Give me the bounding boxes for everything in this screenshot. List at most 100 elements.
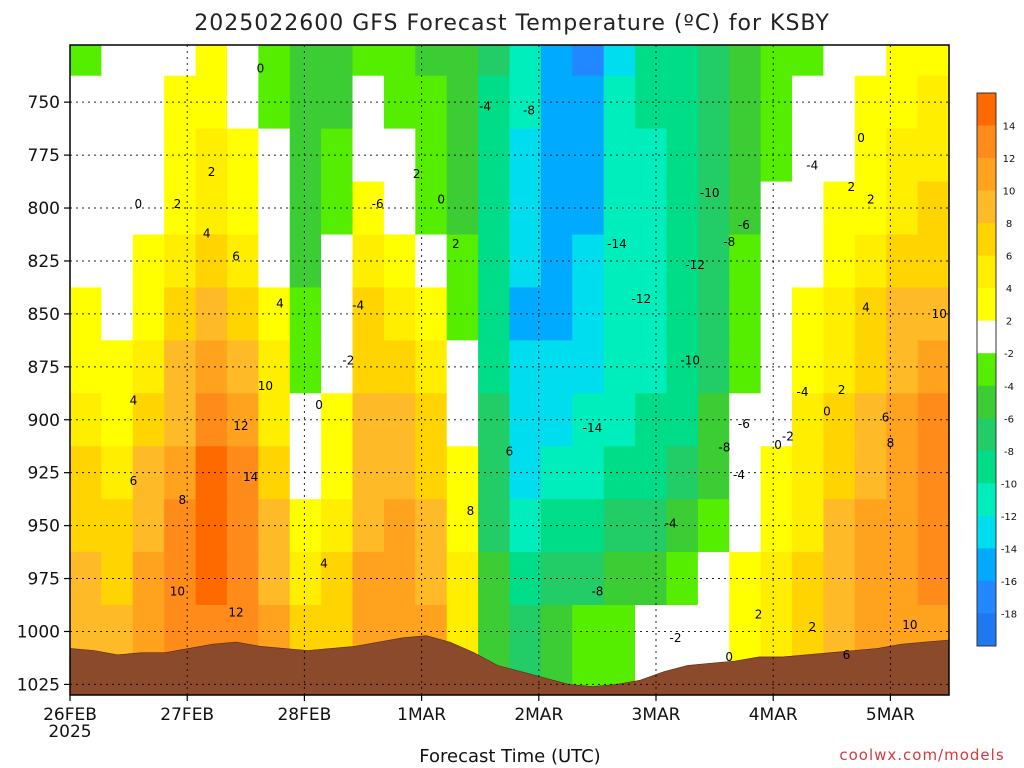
y-tick-label: 875	[28, 358, 60, 378]
contour-label: 0	[725, 650, 733, 664]
contour-label: 8	[467, 504, 475, 518]
heat-cell	[70, 128, 102, 183]
heat-cell	[70, 75, 102, 130]
colorbar-tick-label: 8	[1006, 219, 1012, 230]
heat-cell	[70, 181, 102, 236]
contour-label: 0	[823, 404, 831, 418]
heat-cell	[195, 287, 228, 341]
terrain-surface	[70, 635, 949, 695]
contour-label: 10	[932, 307, 947, 321]
heat-cell	[478, 605, 511, 659]
heat-cell	[321, 128, 354, 183]
heat-cell	[603, 45, 636, 77]
colorbar-tick-label: -10	[1001, 479, 1017, 490]
heat-cell	[854, 75, 887, 130]
y-tick-label: 925	[28, 464, 60, 484]
heat-cell	[226, 75, 259, 130]
heat-cell	[760, 75, 793, 130]
heat-cell	[635, 234, 668, 289]
heat-cell	[195, 75, 228, 130]
heat-cell	[635, 499, 668, 553]
heat-cell	[603, 287, 636, 341]
heat-cell	[886, 552, 919, 606]
contour-label: 4	[203, 226, 211, 240]
colorbar-tick-label: -4	[1004, 382, 1014, 393]
heat-cell	[760, 234, 793, 289]
contour-label: 2	[867, 193, 875, 207]
heat-cell	[70, 234, 102, 289]
heat-cell	[603, 499, 636, 553]
heat-cell	[854, 446, 887, 500]
contour-label: -8	[523, 104, 535, 118]
contour-label: -6	[738, 417, 750, 431]
heat-cell	[195, 45, 228, 77]
heat-cell	[635, 181, 668, 236]
heat-cell	[321, 499, 354, 553]
heat-cell	[729, 552, 762, 606]
contour-label: 6	[882, 411, 890, 425]
heat-cell	[886, 128, 919, 183]
heat-cell	[195, 128, 228, 183]
contour-label: 2	[208, 165, 216, 179]
contour-label: -10	[680, 353, 700, 367]
contour-label: -2	[342, 353, 354, 367]
heat-cell	[70, 499, 102, 553]
heat-cell	[321, 393, 354, 447]
heat-cell	[635, 45, 668, 77]
contour-label: -4	[352, 298, 364, 312]
y-tick-label: 775	[28, 146, 60, 166]
heat-cell	[383, 45, 416, 77]
x-tick-label: 4MAR	[749, 705, 798, 725]
heat-cell	[886, 45, 919, 77]
contour-label: 0	[857, 131, 865, 145]
heat-cell	[321, 181, 354, 236]
heat-cell	[603, 393, 636, 447]
heat-cell	[321, 45, 354, 77]
contour-label: 0	[135, 197, 143, 211]
heat-cell	[760, 499, 793, 553]
heat-cell	[226, 128, 259, 183]
heat-cell	[635, 552, 668, 606]
contour-label: 2	[452, 237, 460, 251]
heat-cell	[352, 234, 385, 289]
heat-cell	[886, 181, 919, 236]
heat-cell	[760, 128, 793, 183]
y-tick-label: 1025	[17, 675, 60, 695]
colorbar-tick-label: 6	[1006, 252, 1012, 263]
contour-label: 2	[755, 608, 763, 622]
contour-label: 8	[178, 493, 186, 507]
heat-cell	[226, 552, 259, 606]
contour-label: -2	[670, 631, 682, 645]
x-tick-label: 28FEB	[277, 705, 331, 725]
heat-cell	[478, 393, 511, 447]
heat-cell	[729, 340, 762, 394]
heat-cell	[195, 393, 228, 447]
credit-link[interactable]: coolwx.com/models	[839, 746, 1004, 764]
heat-cell	[854, 45, 887, 77]
heat-cell	[760, 605, 793, 659]
y-tick-label: 825	[28, 252, 60, 272]
heat-cell	[603, 446, 636, 500]
heat-cell	[635, 446, 668, 500]
contour-label: 0	[315, 398, 323, 412]
heat-cell	[70, 552, 102, 606]
x-tick-label: 27FEB	[160, 705, 214, 725]
colorbar-frame	[976, 92, 997, 647]
heat-cell	[195, 446, 228, 500]
contour-label: -2	[782, 430, 794, 444]
heat-cell	[854, 340, 887, 394]
heat-cell	[478, 499, 511, 553]
heat-cell	[603, 234, 636, 289]
heat-cell	[478, 75, 511, 130]
heat-cell	[792, 45, 825, 77]
heat-cell	[917, 45, 949, 77]
colorbar-swatch	[977, 450, 996, 484]
heat-cell	[478, 45, 511, 77]
colorbar-swatch	[977, 223, 996, 257]
y-axis-ticks: 750 775 800 825 850 875 900 925 950 975 1000 1025	[17, 93, 70, 695]
contour-label: -4	[479, 99, 491, 113]
colorbar: 14 12 10 8 6 4 2 -2 -4 -6 -8 -10 -12 -14 -16 -18	[976, 92, 1017, 647]
heat-cell	[70, 393, 102, 447]
contour-label: -14	[607, 237, 627, 251]
